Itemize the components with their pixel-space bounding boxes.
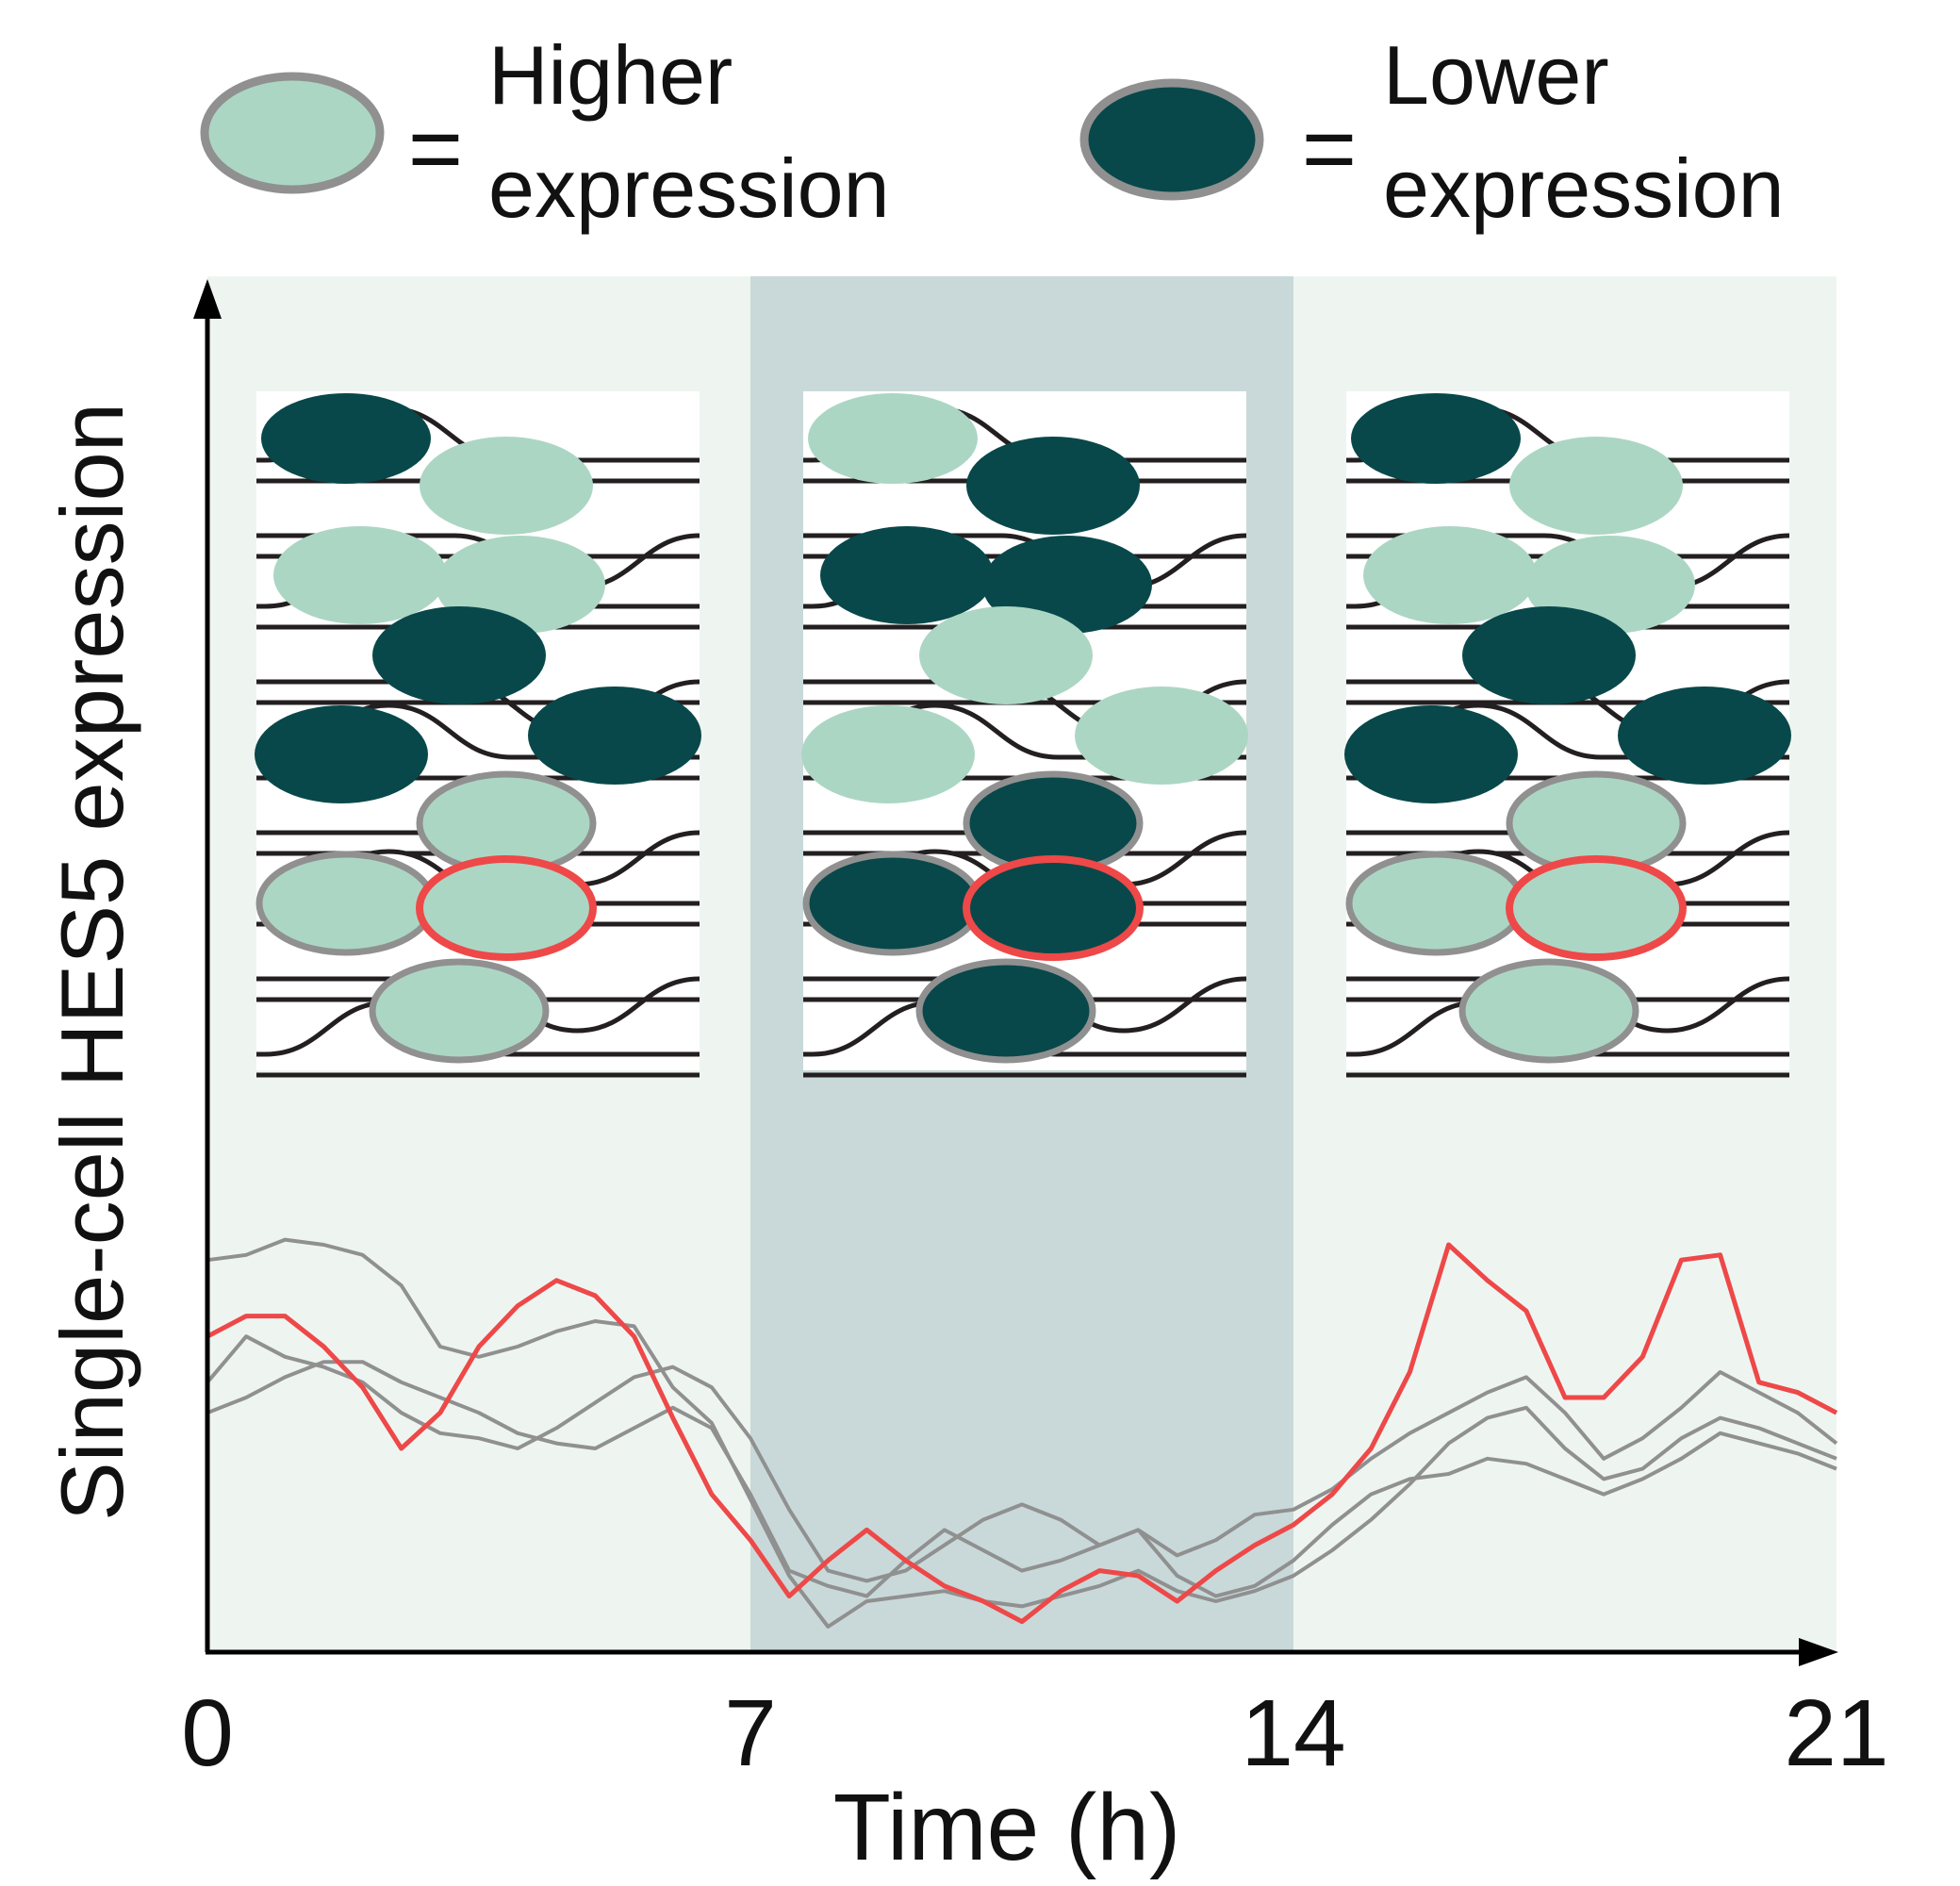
trace-neighbor-cell-1 xyxy=(206,1237,1837,1629)
nucleus-high xyxy=(369,958,550,1064)
y-axis-arrowhead xyxy=(193,279,222,319)
nucleus-low xyxy=(802,851,983,956)
legend: = Higher expression = Lower expression xyxy=(200,28,1785,235)
legend-label-higher-line2: expression xyxy=(488,141,890,235)
nucleus-high xyxy=(1509,437,1683,535)
nucleus-high xyxy=(919,606,1093,704)
x-axis-arrowhead xyxy=(1799,1638,1838,1666)
x-tick-label-21: 21 xyxy=(1784,1680,1888,1786)
nucleus-high xyxy=(801,705,975,803)
legend-label-lower-line2: expression xyxy=(1383,141,1785,235)
tissue-panel-14h xyxy=(1344,391,1791,1078)
nucleus-low xyxy=(1344,705,1518,803)
tissue-panel-7h xyxy=(801,391,1248,1078)
legend-swatch-higher xyxy=(200,72,385,194)
nucleus-low xyxy=(820,526,994,624)
nucleus-focus-cell xyxy=(963,855,1144,961)
nucleus-low xyxy=(261,393,431,484)
nucleus-low xyxy=(372,606,546,704)
nucleus-low xyxy=(1462,606,1636,704)
y-axis-label: Single-cell HES5 expression xyxy=(42,403,141,1521)
nucleus-high xyxy=(420,437,593,535)
x-tick-label-14: 14 xyxy=(1241,1680,1345,1786)
nucleus-high xyxy=(255,851,436,956)
trace-neighbor-cell-2 xyxy=(206,1334,1838,1583)
nucleus-low xyxy=(528,687,701,785)
trace-neighbor-cell-3 xyxy=(206,1360,1837,1598)
nucleus-low xyxy=(1351,393,1521,484)
legend-label-lower-line1: Lower xyxy=(1383,28,1609,122)
trace-focus-cell xyxy=(206,1242,1838,1625)
axes: 0 7 14 21 Time (h) Single-cell HES5 expr… xyxy=(42,279,1889,1880)
legend-swatch-lower xyxy=(1079,78,1264,201)
legend-equals-lower: = xyxy=(1302,96,1357,202)
x-tick-label-7: 7 xyxy=(724,1680,777,1786)
nucleus-high xyxy=(808,393,978,484)
nucleus-focus-cell xyxy=(1506,855,1687,961)
nucleus-high xyxy=(1458,958,1639,1064)
nucleus-high xyxy=(1075,687,1248,785)
legend-equals-higher: = xyxy=(408,96,463,202)
tissue-panel-0h xyxy=(255,391,701,1078)
nucleus-low xyxy=(255,705,428,803)
expression-traces xyxy=(206,1237,1838,1629)
x-tick-label-0: 0 xyxy=(181,1680,234,1786)
nucleus-high xyxy=(1363,526,1537,624)
nucleus-high xyxy=(273,526,447,624)
nucleus-focus-cell xyxy=(416,855,597,961)
x-axis-label: Time (h) xyxy=(833,1775,1181,1880)
legend-label-higher-line1: Higher xyxy=(488,28,733,122)
nucleus-low xyxy=(966,437,1140,535)
nucleus-low xyxy=(915,958,1096,1064)
nucleus-low xyxy=(1618,687,1791,785)
nucleus-high xyxy=(1345,851,1526,956)
